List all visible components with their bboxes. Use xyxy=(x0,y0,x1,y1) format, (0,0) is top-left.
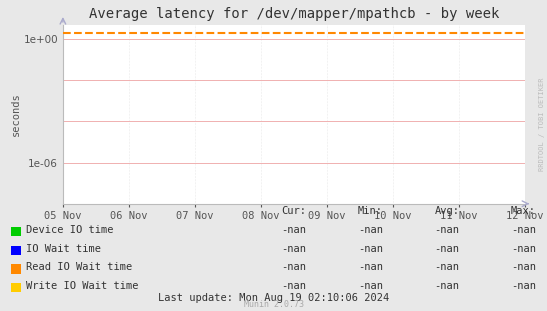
Text: -nan: -nan xyxy=(434,244,459,254)
Text: -nan: -nan xyxy=(358,281,383,291)
Text: Min:: Min: xyxy=(358,206,383,216)
Y-axis label: seconds: seconds xyxy=(10,92,21,136)
Text: -nan: -nan xyxy=(358,262,383,272)
Text: Device IO time: Device IO time xyxy=(26,225,114,235)
Text: -nan: -nan xyxy=(281,281,306,291)
Text: RRDTOOL / TOBI OETIKER: RRDTOOL / TOBI OETIKER xyxy=(539,78,545,171)
Text: -nan: -nan xyxy=(511,262,536,272)
Text: Last update: Mon Aug 19 02:10:06 2024: Last update: Mon Aug 19 02:10:06 2024 xyxy=(158,293,389,303)
Text: -nan: -nan xyxy=(434,262,459,272)
Text: Max:: Max: xyxy=(511,206,536,216)
Text: -nan: -nan xyxy=(358,225,383,235)
Text: Write IO Wait time: Write IO Wait time xyxy=(26,281,139,291)
Text: -nan: -nan xyxy=(434,225,459,235)
Text: -nan: -nan xyxy=(511,244,536,254)
Text: -nan: -nan xyxy=(281,225,306,235)
Text: -nan: -nan xyxy=(358,244,383,254)
Text: Munin 2.0.73: Munin 2.0.73 xyxy=(243,300,304,309)
Text: -nan: -nan xyxy=(511,281,536,291)
Text: Cur:: Cur: xyxy=(281,206,306,216)
Text: -nan: -nan xyxy=(281,244,306,254)
Text: Read IO Wait time: Read IO Wait time xyxy=(26,262,132,272)
Text: -nan: -nan xyxy=(281,262,306,272)
Title: Average latency for /dev/mapper/mpathcb - by week: Average latency for /dev/mapper/mpathcb … xyxy=(89,7,499,21)
Text: -nan: -nan xyxy=(434,281,459,291)
Text: Avg:: Avg: xyxy=(434,206,459,216)
Text: -nan: -nan xyxy=(511,225,536,235)
Text: IO Wait time: IO Wait time xyxy=(26,244,101,254)
